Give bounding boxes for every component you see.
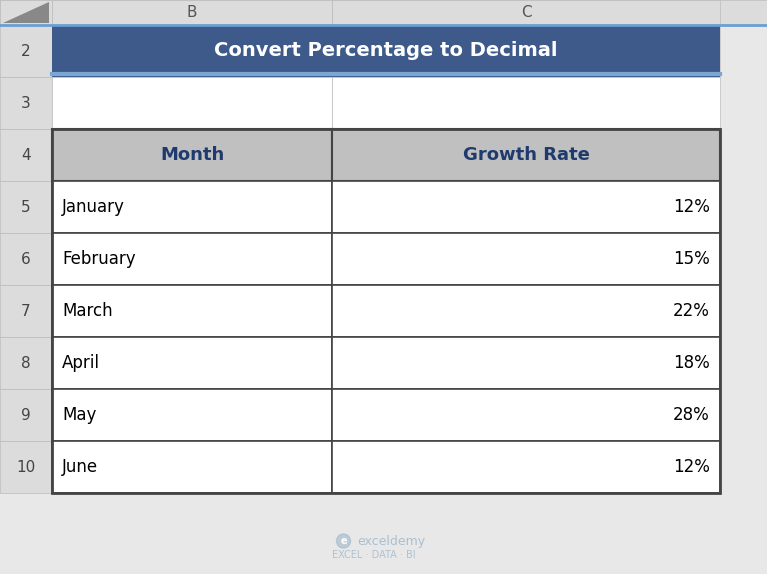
Bar bbox=[332, 181, 720, 233]
Bar bbox=[0, 129, 52, 181]
Text: 12%: 12% bbox=[673, 458, 710, 476]
Text: 15%: 15% bbox=[673, 250, 710, 268]
Text: 28%: 28% bbox=[673, 406, 710, 424]
Bar bbox=[0, 441, 52, 493]
Bar bbox=[332, 337, 720, 389]
Bar bbox=[332, 129, 720, 181]
Bar bbox=[332, 389, 720, 441]
Bar bbox=[52, 77, 332, 129]
Bar bbox=[332, 337, 720, 389]
Bar bbox=[332, 77, 720, 129]
Text: 9: 9 bbox=[21, 408, 31, 422]
Text: C: C bbox=[521, 5, 532, 20]
Bar bbox=[332, 181, 720, 233]
Text: 22%: 22% bbox=[673, 302, 710, 320]
Bar bbox=[0, 389, 52, 441]
Text: e: e bbox=[341, 536, 347, 546]
Bar bbox=[332, 285, 720, 337]
Bar bbox=[0, 285, 52, 337]
Bar bbox=[0, 0, 52, 25]
Text: 18%: 18% bbox=[673, 354, 710, 372]
Bar bbox=[332, 129, 720, 181]
Bar bbox=[52, 129, 332, 181]
Bar bbox=[52, 441, 332, 493]
Bar bbox=[52, 389, 332, 441]
Bar bbox=[52, 129, 720, 493]
Bar bbox=[332, 25, 720, 77]
Bar bbox=[0, 233, 52, 285]
Bar bbox=[52, 337, 332, 389]
Bar bbox=[0, 0, 767, 25]
Text: 6: 6 bbox=[21, 251, 31, 266]
Text: March: March bbox=[62, 302, 113, 320]
Bar bbox=[52, 285, 332, 337]
Text: 8: 8 bbox=[21, 355, 31, 370]
Bar bbox=[52, 129, 332, 181]
Bar bbox=[0, 337, 52, 389]
Bar bbox=[52, 233, 332, 285]
Bar bbox=[332, 441, 720, 493]
Bar bbox=[52, 181, 332, 233]
Bar bbox=[0, 77, 52, 129]
Text: 7: 7 bbox=[21, 304, 31, 319]
Bar bbox=[332, 389, 720, 441]
Bar bbox=[52, 181, 332, 233]
Bar bbox=[0, 25, 52, 77]
Bar bbox=[332, 233, 720, 285]
Text: 2: 2 bbox=[21, 44, 31, 59]
Bar bbox=[52, 441, 332, 493]
Text: June: June bbox=[62, 458, 98, 476]
Bar bbox=[52, 233, 332, 285]
Text: January: January bbox=[62, 198, 125, 216]
Text: Month: Month bbox=[160, 146, 224, 164]
Bar bbox=[52, 389, 332, 441]
Bar bbox=[52, 285, 332, 337]
Text: 4: 4 bbox=[21, 148, 31, 162]
Text: 12%: 12% bbox=[673, 198, 710, 216]
Text: Growth Rate: Growth Rate bbox=[463, 146, 589, 164]
Bar bbox=[52, 0, 332, 25]
Text: Convert Percentage to Decimal: Convert Percentage to Decimal bbox=[214, 41, 558, 60]
Text: 5: 5 bbox=[21, 200, 31, 215]
Bar bbox=[332, 0, 720, 25]
Text: April: April bbox=[62, 354, 100, 372]
Bar bbox=[52, 25, 332, 77]
Bar bbox=[332, 285, 720, 337]
Text: 3: 3 bbox=[21, 95, 31, 111]
Text: exceldemy: exceldemy bbox=[357, 534, 426, 548]
Bar bbox=[332, 233, 720, 285]
Bar bbox=[52, 25, 720, 77]
Circle shape bbox=[337, 534, 351, 548]
Polygon shape bbox=[3, 2, 49, 23]
Bar bbox=[52, 337, 332, 389]
Text: EXCEL · DATA · BI: EXCEL · DATA · BI bbox=[331, 550, 415, 560]
Text: February: February bbox=[62, 250, 136, 268]
Text: 10: 10 bbox=[16, 460, 35, 475]
Bar bbox=[0, 181, 52, 233]
Bar bbox=[332, 441, 720, 493]
Text: May: May bbox=[62, 406, 97, 424]
Text: B: B bbox=[186, 5, 197, 20]
